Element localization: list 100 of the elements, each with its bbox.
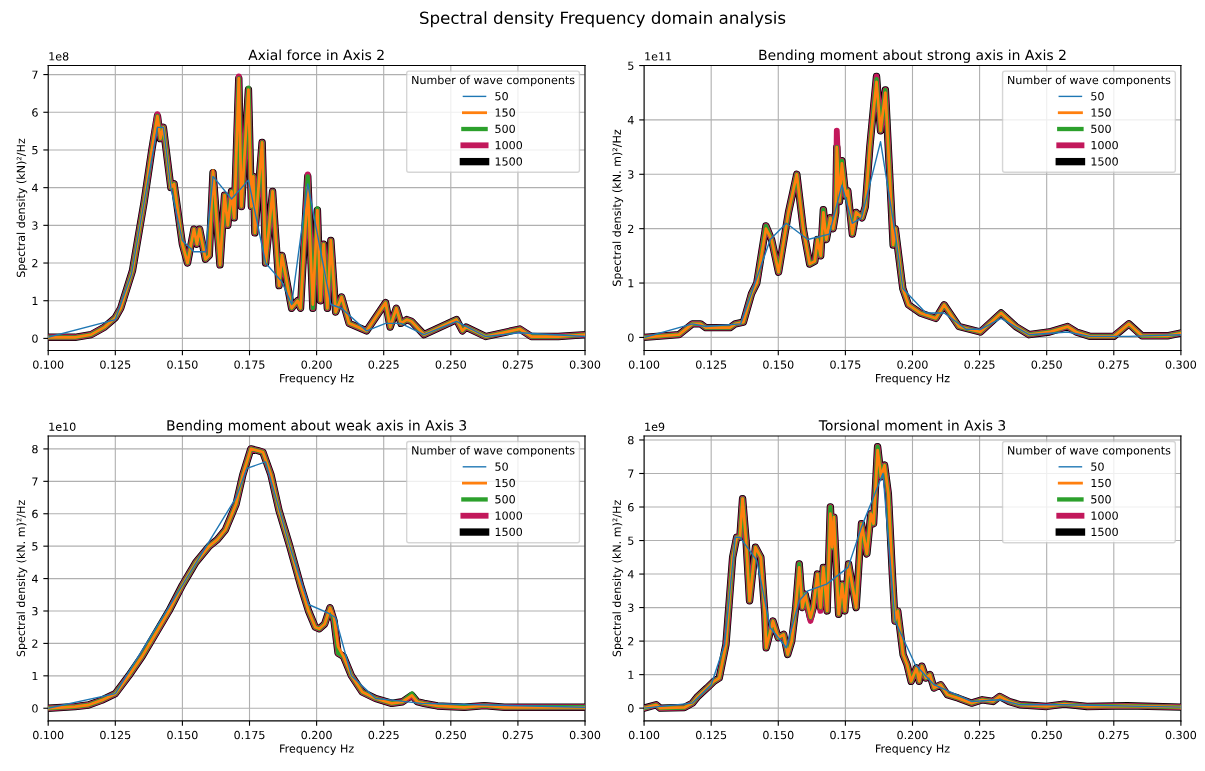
- legend-label: 1500: [495, 527, 523, 537]
- legend-label: 150: [495, 478, 515, 488]
- legend-label: 150: [1091, 478, 1111, 488]
- y-tick-label: 3: [628, 603, 634, 612]
- legend-label: 1000: [495, 140, 523, 150]
- y-tick-label: 6: [32, 108, 38, 117]
- y-tick-label: 5: [628, 61, 634, 70]
- x-tick-label: 0.125: [100, 730, 131, 740]
- x-tick-label: 0.275: [502, 730, 533, 740]
- x-tick-label: 0.125: [696, 360, 727, 369]
- legend-label: 500: [1091, 124, 1111, 134]
- y-tick-label: 7: [32, 70, 38, 79]
- x-axis-title: Frequency Hz: [876, 374, 950, 385]
- x-tick-label: 0.175: [830, 730, 861, 740]
- y-tick-label: 2: [32, 639, 38, 648]
- x-tick-label: 0.250: [435, 360, 466, 369]
- legend-label: 50: [495, 462, 508, 471]
- chart-title: Axial force in Axis 2: [248, 49, 384, 61]
- legend-title: Number of wave components: [412, 445, 575, 457]
- y-axis-title: Spectral density (kN. m)²/Hz: [16, 500, 28, 657]
- x-tick-label: 0.200: [897, 730, 928, 740]
- x-tick-label: 0.200: [897, 360, 928, 369]
- text: 1e9: [645, 422, 665, 431]
- text: 1e11: [645, 52, 672, 61]
- x-tick-label: 0.175: [234, 730, 265, 740]
- y-axis-title: Spectral density (kN. m)²/Hz: [612, 500, 624, 657]
- x-tick-label: 0.275: [502, 360, 533, 369]
- x-tick-label: 0.275: [1098, 360, 1129, 369]
- x-tick-label: 0.150: [763, 360, 794, 369]
- y-tick-label: 2: [628, 224, 634, 233]
- x-tick-label: 0.300: [569, 360, 601, 369]
- y-tick-label: 8: [32, 444, 38, 454]
- y-tick-label: 0: [628, 333, 634, 342]
- y-tick-label: 2: [628, 637, 634, 646]
- legend-title: Number of wave components: [1008, 445, 1171, 457]
- chart-title: Bending moment about strong axis in Axis 2: [759, 49, 1066, 63]
- x-tick-label: 0.100: [628, 730, 660, 740]
- y-tick-label: 2: [32, 259, 38, 268]
- y-tick-label: 4: [627, 570, 634, 579]
- x-tick-label: 0.175: [234, 360, 265, 369]
- x-tick-label: 0.150: [763, 730, 794, 740]
- x-tick-label: 0.225: [964, 360, 995, 369]
- y-tick-label: 0: [32, 704, 38, 713]
- legend-label: 50: [1091, 92, 1104, 101]
- y-axis-title: Spectral density (kN. m)²/Hz: [612, 129, 624, 286]
- x-tick-label: 0.125: [100, 360, 131, 369]
- x-tick-label: 0.200: [301, 360, 332, 369]
- x-tick-label: 0.100: [33, 730, 64, 740]
- text: 1e10: [49, 422, 76, 431]
- x-tick-label: 0.250: [1031, 360, 1062, 369]
- y-tick-label: 1: [32, 671, 38, 681]
- x-tick-label: 0.100: [628, 360, 660, 369]
- x-axis-title: Frequency Hz: [280, 374, 354, 385]
- chart-title: Bending moment about weak axis in Axis 3: [167, 419, 467, 434]
- legend-label: 500: [495, 124, 515, 134]
- x-tick-label: 0.125: [696, 730, 727, 740]
- legend-label: 1000: [1091, 140, 1118, 150]
- legend-label: 1000: [1091, 511, 1118, 520]
- y-tick-label: 3: [32, 606, 38, 616]
- x-tick-label: 0.250: [1031, 730, 1062, 740]
- x-tick-label: 0.225: [368, 360, 399, 369]
- y-tick-label: 7: [32, 477, 38, 486]
- y-tick-label: 1: [32, 296, 38, 305]
- y-tick-label: 0: [32, 334, 38, 343]
- x-axis-title: Frequency Hz: [876, 744, 950, 755]
- text: 1e8: [49, 52, 69, 61]
- text: Spectral density Frequency domain analysis: [420, 11, 786, 28]
- x-tick-label: 0.150: [167, 730, 198, 740]
- x-axis-title: Frequency Hz: [280, 744, 354, 755]
- y-tick-label: 3: [628, 170, 634, 179]
- y-tick-label: 5: [628, 536, 634, 545]
- x-tick-label: 0.275: [1098, 730, 1129, 740]
- x-tick-label: 0.175: [830, 360, 861, 369]
- y-tick-label: 4: [627, 116, 634, 125]
- x-tick-label: 0.225: [964, 730, 995, 740]
- y-tick-label: 0: [628, 704, 634, 713]
- x-tick-label: 0.300: [1165, 730, 1197, 740]
- legend-label: 500: [495, 495, 515, 504]
- legend-label: 1500: [1091, 157, 1118, 166]
- legend-label: 150: [1091, 108, 1111, 117]
- legend-label: 1500: [495, 157, 523, 166]
- y-tick-label: 6: [628, 502, 634, 512]
- legend-label: 50: [495, 92, 508, 101]
- y-tick-label: 6: [32, 509, 38, 519]
- y-tick-label: 7: [628, 469, 634, 478]
- y-tick-label: 5: [32, 146, 38, 155]
- legend-title: Number of wave components: [412, 75, 575, 87]
- y-tick-label: 8: [628, 435, 634, 445]
- legend-label: 50: [1091, 462, 1104, 471]
- y-tick-label: 1: [628, 670, 634, 679]
- legend-label: 150: [495, 108, 515, 117]
- x-tick-label: 0.300: [569, 730, 601, 740]
- x-tick-label: 0.200: [301, 730, 332, 740]
- legend-label: 500: [1091, 495, 1111, 504]
- x-tick-label: 0.300: [1165, 360, 1197, 369]
- legend-title: Number of wave components: [1008, 75, 1171, 87]
- x-tick-label: 0.100: [33, 360, 64, 369]
- x-tick-label: 0.225: [368, 730, 399, 740]
- y-tick-label: 1: [628, 279, 634, 288]
- x-tick-label: 0.250: [435, 730, 466, 740]
